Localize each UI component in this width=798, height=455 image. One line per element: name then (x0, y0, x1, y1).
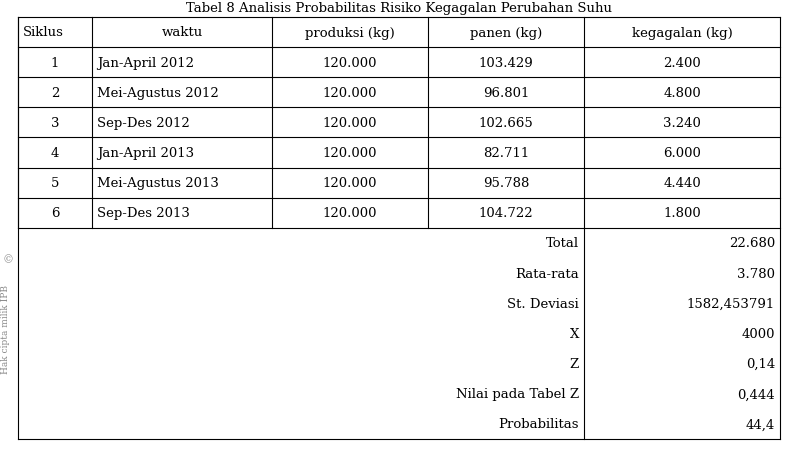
Text: Probabilitas: Probabilitas (499, 418, 579, 430)
Text: Jan-April 2013: Jan-April 2013 (97, 147, 194, 160)
Text: 82.711: 82.711 (483, 147, 529, 160)
Text: produksi (kg): produksi (kg) (305, 26, 395, 40)
Text: 4.440: 4.440 (663, 177, 701, 190)
Text: ©: © (2, 254, 14, 264)
Text: 3.240: 3.240 (663, 116, 701, 130)
Text: Sep-Des 2012: Sep-Des 2012 (97, 116, 190, 130)
Text: kegagalan (kg): kegagalan (kg) (632, 26, 733, 40)
Text: 104.722: 104.722 (479, 207, 533, 220)
Text: Mei-Agustus 2013: Mei-Agustus 2013 (97, 177, 219, 190)
Text: 120.000: 120.000 (322, 147, 377, 160)
Text: X: X (570, 327, 579, 340)
Text: Sep-Des 2013: Sep-Des 2013 (97, 207, 190, 220)
Text: 103.429: 103.429 (479, 56, 533, 70)
Text: 120.000: 120.000 (322, 207, 377, 220)
Text: 6: 6 (51, 207, 59, 220)
Text: 120.000: 120.000 (322, 86, 377, 100)
Text: 22.680: 22.680 (729, 237, 775, 250)
Text: 120.000: 120.000 (322, 177, 377, 190)
Text: 3: 3 (51, 116, 59, 130)
Text: 1.800: 1.800 (663, 207, 701, 220)
Text: Hak cipta milik IPB: Hak cipta milik IPB (2, 285, 10, 374)
Text: Tabel 8 Analisis Probabilitas Risiko Kegagalan Perubahan Suhu: Tabel 8 Analisis Probabilitas Risiko Keg… (186, 2, 612, 15)
Text: 3.780: 3.780 (737, 267, 775, 280)
Text: panen (kg): panen (kg) (470, 26, 542, 40)
Text: Jan-April 2012: Jan-April 2012 (97, 56, 194, 70)
Text: 120.000: 120.000 (322, 116, 377, 130)
Text: waktu: waktu (161, 26, 203, 40)
Text: Mei-Agustus 2012: Mei-Agustus 2012 (97, 86, 219, 100)
Text: 5: 5 (51, 177, 59, 190)
Text: Total: Total (546, 237, 579, 250)
Text: 0,14: 0,14 (746, 357, 775, 370)
Text: 102.665: 102.665 (479, 116, 533, 130)
Text: 95.788: 95.788 (483, 177, 529, 190)
Text: 1582,453791: 1582,453791 (687, 297, 775, 310)
Text: 2: 2 (51, 86, 59, 100)
Text: St. Deviasi: St. Deviasi (508, 297, 579, 310)
Text: Z: Z (570, 357, 579, 370)
Text: Rata-rata: Rata-rata (516, 267, 579, 280)
Text: Nilai pada Tabel Z: Nilai pada Tabel Z (456, 387, 579, 400)
Text: 4.800: 4.800 (663, 86, 701, 100)
Text: 44,4: 44,4 (746, 418, 775, 430)
Text: 4000: 4000 (741, 327, 775, 340)
Text: 96.801: 96.801 (483, 86, 529, 100)
Text: 2.400: 2.400 (663, 56, 701, 70)
Text: 0,444: 0,444 (737, 387, 775, 400)
Text: Siklus: Siklus (23, 26, 64, 40)
Text: 4: 4 (51, 147, 59, 160)
Text: 6.000: 6.000 (663, 147, 701, 160)
Text: 1: 1 (51, 56, 59, 70)
Text: 120.000: 120.000 (322, 56, 377, 70)
